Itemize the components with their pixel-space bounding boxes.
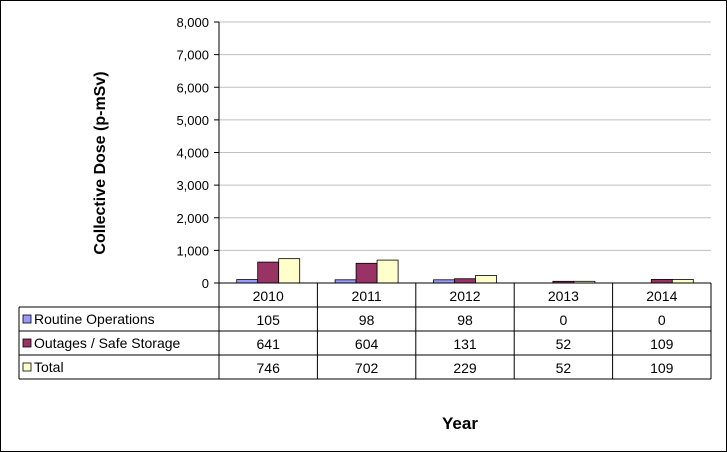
legend-swatch-total [22,362,32,372]
table-cell-routine-operations-2012: 98 [457,312,473,328]
bars [236,258,694,284]
legend-label-routine-operations: Routine Operations [34,311,155,327]
y-tick-label: 5,000 [176,113,209,128]
bar-outages-safe-storage-2010 [257,261,280,284]
table-cell-outages-safe-storage-2014: 109 [650,336,674,352]
x-tick-label: 2014 [646,288,677,304]
y-tick-label: 8,000 [176,15,209,30]
x-tick-label: 2011 [352,288,382,304]
table-cell-outages-safe-storage-2011: 604 [355,336,379,352]
legend-label-outages-safe-storage: Outages / Safe Storage [34,335,181,351]
table-cell-routine-operations-2013: 0 [560,312,568,328]
table-cell-total-2014: 109 [650,360,674,376]
gridlines [219,21,711,251]
table-cell-outages-safe-storage-2010: 641 [257,336,281,352]
y-axis-label: Collective Dose (p-mSv) [92,71,109,254]
bar-routine-operations-2010 [236,279,259,284]
y-tick-label: 7,000 [176,48,209,63]
x-tick-label: 2012 [449,288,480,304]
legend-swatch-outages-safe-storage [22,338,32,348]
x-tick-label: 2010 [253,288,284,304]
bar-total-2010 [278,258,301,284]
table-cell-total-2012: 229 [453,360,477,376]
table-cell-outages-safe-storage-2012: 131 [453,336,477,352]
legend-swatch-routine-operations [22,314,32,324]
bar-outages-safe-storage-2011 [355,262,378,284]
bar-total-2012 [475,275,497,284]
legend-label-total: Total [34,359,64,375]
table-cell-routine-operations-2011: 98 [359,312,375,328]
data-table: 2010 2011 2012 2013 2014 Routine Operations 10… [18,283,712,380]
bar-total-2014 [671,279,694,284]
table-cell-total-2011: 702 [355,360,379,376]
bar-outages-safe-storage-2014 [650,279,673,284]
axes [214,21,711,284]
table-cell-routine-operations-2014: 0 [658,312,666,328]
bar-total-2011 [376,259,399,284]
y-tick-label: 0 [202,276,209,291]
y-tick-label: 3,000 [176,178,209,193]
y-tick-label: 6,000 [176,80,209,95]
table-cell-outages-safe-storage-2013: 52 [556,336,572,352]
y-tick-label: 1,000 [176,243,209,258]
x-tick-label: 2013 [548,288,579,304]
y-tick-label: 4,000 [176,146,209,161]
table-cell-total-2010: 746 [257,360,281,376]
x-axis-label: Year [442,414,478,433]
y-tick-label: 2,000 [176,211,209,226]
table-cell-routine-operations-2010: 105 [257,312,281,328]
bar-outages-safe-storage-2012 [454,278,476,284]
y-tick-labels: 0 1,000 2,000 3,000 4,000 5,000 6,000 7,000 8,00… [176,15,209,291]
table-cell-total-2013: 52 [556,360,572,376]
